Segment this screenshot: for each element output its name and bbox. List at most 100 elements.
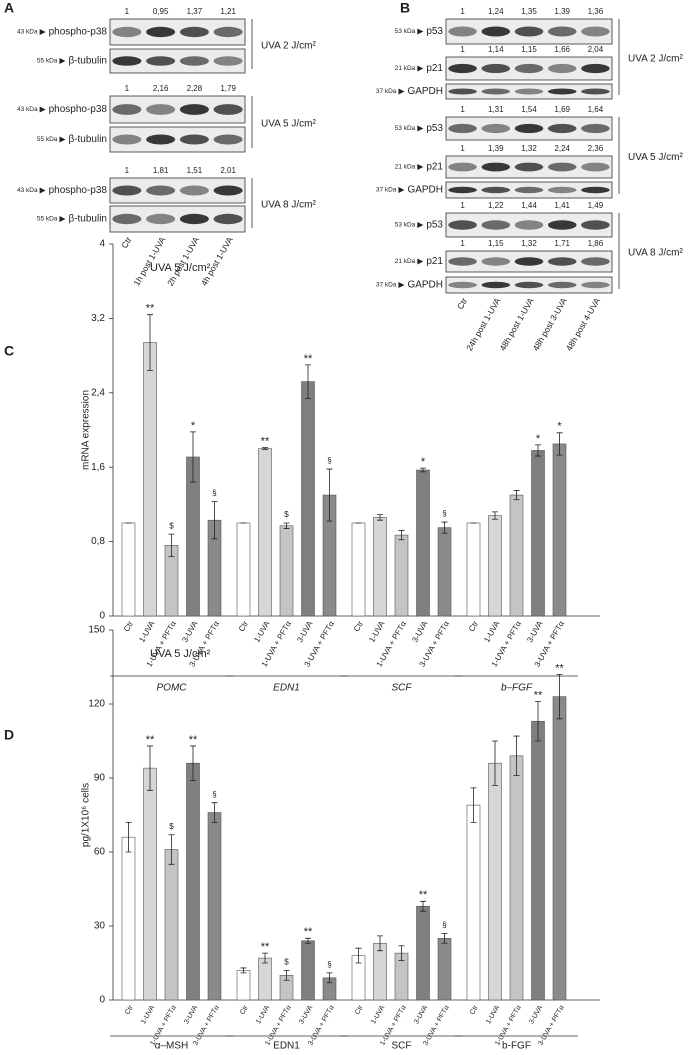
- y-tick-label: 120: [88, 699, 105, 710]
- blot-band: [179, 104, 209, 115]
- significance: **: [555, 662, 564, 674]
- bar: [373, 942, 387, 1001]
- blot-band: [146, 26, 176, 38]
- marker-arrow: [398, 282, 405, 288]
- lane-label: Ctr: [119, 235, 133, 250]
- blot-band: [112, 213, 142, 225]
- blot-band: [481, 63, 511, 74]
- marker-arrow: [417, 28, 424, 35]
- blot-band: [514, 123, 544, 134]
- error-bar: [262, 447, 268, 450]
- error-bar: [168, 834, 175, 865]
- blot-band: [547, 88, 577, 95]
- quantification: 1: [125, 166, 130, 175]
- x-tick-label: 3-UVA: [298, 1004, 314, 1025]
- bar: [258, 448, 272, 617]
- blot-band: [179, 134, 209, 145]
- marker-arrow: [39, 187, 46, 194]
- blot-band: [112, 56, 142, 66]
- error-bar: [305, 937, 311, 944]
- significance: §: [442, 921, 446, 930]
- x-tick-label: 3-UVA: [180, 619, 200, 644]
- quantification: 1,15: [488, 239, 504, 248]
- quantification: 1,81: [153, 166, 169, 175]
- blot-band: [448, 63, 477, 74]
- quantification: 1,21: [220, 7, 236, 16]
- bar: [164, 849, 179, 1001]
- panel-letter: A: [4, 0, 14, 16]
- error-bar: [326, 972, 333, 984]
- protein-label: p53: [426, 123, 443, 134]
- blot-band: [448, 257, 477, 266]
- bar: [351, 522, 366, 617]
- quantification: 1,39: [554, 7, 570, 16]
- bar: [437, 938, 452, 1001]
- significance: $: [284, 958, 289, 967]
- condition-label: UVA 8 J/cm²: [628, 248, 683, 259]
- group-label: SCF: [392, 683, 413, 694]
- quantification: 1,49: [588, 201, 604, 210]
- error-bar: [398, 530, 405, 541]
- blot-band: [448, 162, 477, 172]
- quantification: 1,14: [488, 45, 504, 54]
- y-tick-label: 3,2: [91, 313, 105, 324]
- error-bar: [211, 802, 218, 823]
- bar: [488, 762, 502, 1001]
- x-tick-label: 1-UVA: [255, 1004, 271, 1025]
- significance: $: [169, 521, 174, 530]
- significance: **: [261, 941, 270, 953]
- blot-band: [179, 56, 209, 66]
- significance: **: [146, 734, 155, 746]
- significance: §: [212, 489, 216, 498]
- kda-marker: 53 kDa: [395, 125, 416, 132]
- blot-band: [547, 123, 577, 134]
- blot-band: [213, 213, 243, 225]
- significance: **: [146, 303, 155, 315]
- blot-band: [481, 123, 511, 134]
- blot-band: [448, 186, 477, 194]
- bar: [416, 469, 430, 617]
- bar: [552, 696, 567, 1001]
- error-bar: [492, 511, 498, 520]
- blot-band: [514, 26, 544, 37]
- quantification: 1,64: [588, 105, 604, 114]
- error-bar: [420, 900, 426, 912]
- quantification: 1,79: [220, 84, 236, 93]
- error-bar: [283, 970, 290, 981]
- quantification: 1,51: [187, 166, 203, 175]
- blot-band: [179, 185, 209, 196]
- blot-band: [146, 56, 176, 66]
- blot-band: [481, 26, 511, 37]
- x-tick-label: Ctr: [122, 619, 135, 633]
- bar: [236, 970, 251, 1001]
- error-bar: [326, 468, 333, 522]
- quantification: 1,44: [521, 201, 537, 210]
- significance: $: [284, 510, 289, 519]
- quantification: 1,22: [488, 201, 504, 210]
- quantification: 1,86: [588, 239, 604, 248]
- significance: §: [442, 509, 446, 518]
- blot-band: [481, 162, 511, 172]
- blot-band: [547, 220, 577, 230]
- blot-band: [146, 185, 176, 196]
- significance: **: [261, 436, 270, 448]
- quantification: 2,36: [588, 144, 604, 153]
- x-tick-label: Ctr: [352, 619, 365, 633]
- error-bar: [556, 432, 563, 456]
- group-label: α–MSH: [155, 1041, 189, 1052]
- blot-band: [481, 220, 511, 230]
- bar: [488, 515, 502, 617]
- bar: [186, 762, 200, 1001]
- significance: §: [327, 456, 331, 465]
- bar: [279, 525, 294, 617]
- error-bar: [420, 467, 426, 473]
- error-bar: [240, 967, 247, 974]
- blot-band: [581, 220, 610, 230]
- kda-marker: 55 kDa: [37, 216, 58, 223]
- error-bar: [190, 431, 196, 483]
- blot-band: [481, 257, 511, 266]
- blot-band: [112, 104, 142, 115]
- error-bar: [470, 787, 477, 823]
- bar: [466, 804, 481, 1001]
